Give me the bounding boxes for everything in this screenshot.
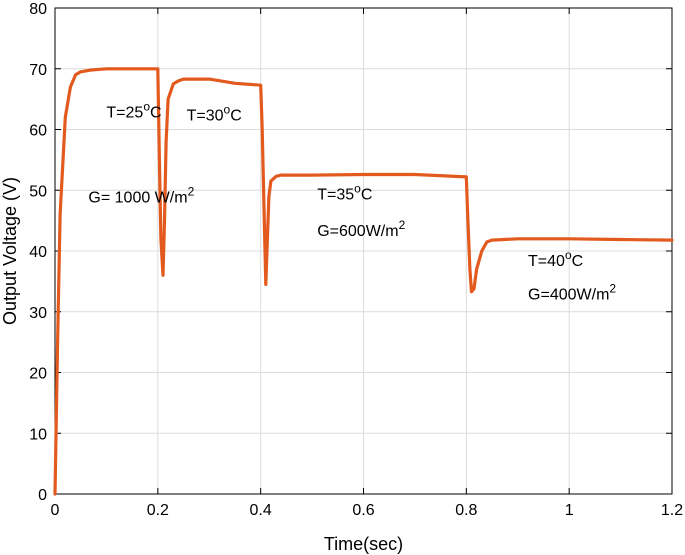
x-axis-label: Time(sec): [324, 534, 403, 554]
annotation-label: T=25oC: [106, 99, 161, 121]
y-tick-label: 20: [29, 366, 47, 383]
x-tick-label: 1: [565, 502, 574, 519]
grid-lines: [54, 7, 673, 495]
annotation-label: G=400W/m2: [528, 282, 616, 304]
x-tick-labels: 0 0.2 0.4 0.6 0.8 1 1.2: [51, 502, 684, 519]
y-tick-label: 70: [29, 62, 47, 79]
series-layer: [53, 67, 674, 496]
y-tick-label: 80: [29, 1, 47, 18]
annotation-label: T=40oC: [528, 248, 583, 270]
x-tick-label: 0.4: [250, 502, 272, 519]
y-tick-label: 10: [29, 426, 47, 443]
y-tick-label: 30: [29, 305, 47, 322]
x-tick-label: 0: [51, 502, 60, 519]
annotation-label: G=600W/m2: [317, 218, 405, 240]
y-tick-label: 0: [38, 487, 47, 504]
y-axis-label: Output Voltage (V): [0, 177, 20, 325]
annotation-label: T=30oC: [187, 102, 242, 124]
annotation-label: T=35oC: [317, 181, 372, 203]
x-tick-label: 0.6: [352, 502, 374, 519]
voltage-series-line: [53, 67, 674, 496]
x-tick-label: 1.2: [661, 502, 683, 519]
y-tick-labels: 0 10 20 30 40 50 60 70 80: [29, 1, 47, 504]
y-tick-label: 60: [29, 123, 47, 140]
x-tick-label: 0.8: [455, 502, 477, 519]
annotation-label: G= 1000 W/m2: [88, 184, 194, 206]
y-tick-label: 50: [29, 183, 47, 200]
annotations: T=25oC T=30oC G= 1000 W/m2 T=35oC G=600W/m2 T…: [88, 99, 616, 303]
x-tick-label: 0.2: [147, 502, 169, 519]
y-tick-label: 40: [29, 244, 47, 261]
